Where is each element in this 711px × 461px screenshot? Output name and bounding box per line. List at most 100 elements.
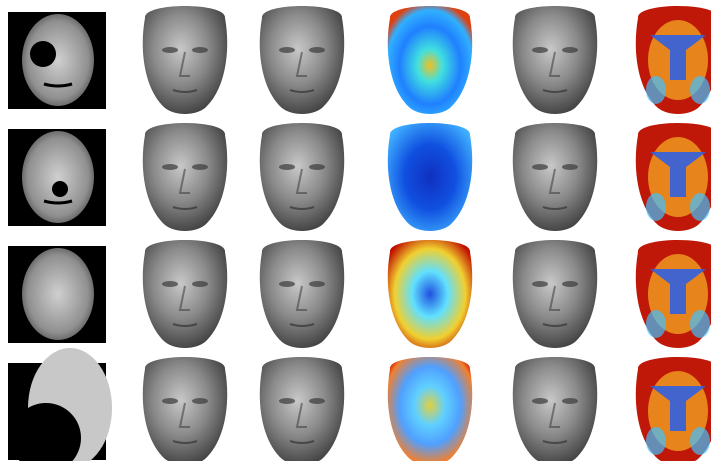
shaded-face: [512, 357, 598, 461]
depth-face: [22, 248, 94, 340]
shaded-face: [142, 123, 228, 231]
shaded-face: [259, 240, 345, 348]
nose: [295, 51, 307, 77]
face-surface: [259, 123, 345, 231]
mouth: [289, 323, 315, 327]
mouth: [172, 206, 198, 210]
face-surface: [512, 240, 598, 348]
depth-face: [22, 131, 94, 223]
eye: [309, 47, 325, 53]
eye: [562, 47, 578, 53]
error-map-face: [387, 357, 473, 461]
face-surface: [142, 357, 228, 461]
mouth: [542, 206, 568, 210]
face-surface: [142, 123, 228, 231]
depth-mouth: [43, 199, 73, 205]
face-surface: [142, 6, 228, 114]
nose: [548, 51, 560, 77]
nose: [548, 168, 560, 194]
error-surface: [387, 6, 473, 114]
face-surface: [512, 357, 598, 461]
nose: [295, 168, 307, 194]
nose: [178, 285, 190, 311]
eye: [562, 281, 578, 287]
error-map-face: [387, 240, 473, 348]
eye: [532, 398, 548, 404]
depth-image: [8, 12, 106, 109]
face-surface: [259, 240, 345, 348]
shaded-face: [259, 123, 345, 231]
eye: [309, 164, 325, 170]
error-map-face: [387, 123, 473, 231]
depth-mouth: [43, 82, 73, 88]
error-region: [646, 193, 666, 221]
eye: [192, 47, 208, 53]
shaded-face: [259, 357, 345, 461]
eye: [532, 47, 548, 53]
error-map-face: [635, 357, 711, 461]
occlusion: [11, 403, 81, 461]
eye: [192, 281, 208, 287]
error-region: [650, 269, 706, 314]
mouth: [542, 440, 568, 444]
occlusion: [30, 41, 56, 67]
error-region: [646, 427, 666, 455]
depth-image: [8, 246, 106, 343]
error-map-face: [387, 6, 473, 114]
error-region: [646, 76, 666, 104]
shaded-face: [142, 6, 228, 114]
eye: [309, 281, 325, 287]
nose: [295, 285, 307, 311]
eye: [562, 164, 578, 170]
occlusion: [52, 181, 68, 197]
error-region: [690, 76, 710, 104]
error-region: [650, 152, 706, 197]
error-region: [690, 193, 710, 221]
error-map-face: [635, 240, 711, 348]
face-surface: [259, 357, 345, 461]
depth-face: [22, 14, 94, 106]
eye: [162, 47, 178, 53]
mouth: [172, 440, 198, 444]
error-surface: [387, 240, 473, 348]
eye: [562, 398, 578, 404]
error-surface: [387, 123, 473, 231]
eye: [532, 164, 548, 170]
error-region: [650, 386, 706, 431]
face-surface: [142, 240, 228, 348]
face-surface: [512, 6, 598, 114]
eye: [162, 164, 178, 170]
depth-image: [8, 129, 106, 226]
depth-image: [8, 348, 112, 461]
error-map-face: [635, 123, 711, 231]
nose: [178, 402, 190, 428]
error-region: [650, 35, 706, 80]
nose: [178, 168, 190, 194]
error-region: [646, 310, 666, 338]
eye: [279, 281, 295, 287]
error-surface: [387, 357, 473, 461]
mouth: [542, 89, 568, 93]
eye: [532, 281, 548, 287]
mouth: [172, 323, 198, 327]
nose: [178, 51, 190, 77]
mouth: [172, 89, 198, 93]
mouth: [542, 323, 568, 327]
eye: [279, 47, 295, 53]
face-surface: [512, 123, 598, 231]
mouth: [289, 89, 315, 93]
shaded-face: [142, 357, 228, 461]
error-region: [690, 310, 710, 338]
nose: [548, 402, 560, 428]
eye: [279, 398, 295, 404]
mouth: [289, 206, 315, 210]
shaded-face: [259, 6, 345, 114]
error-map-face: [635, 6, 711, 114]
error-region: [690, 427, 710, 455]
nose: [295, 402, 307, 428]
eye: [162, 398, 178, 404]
eye: [192, 164, 208, 170]
eye: [279, 164, 295, 170]
